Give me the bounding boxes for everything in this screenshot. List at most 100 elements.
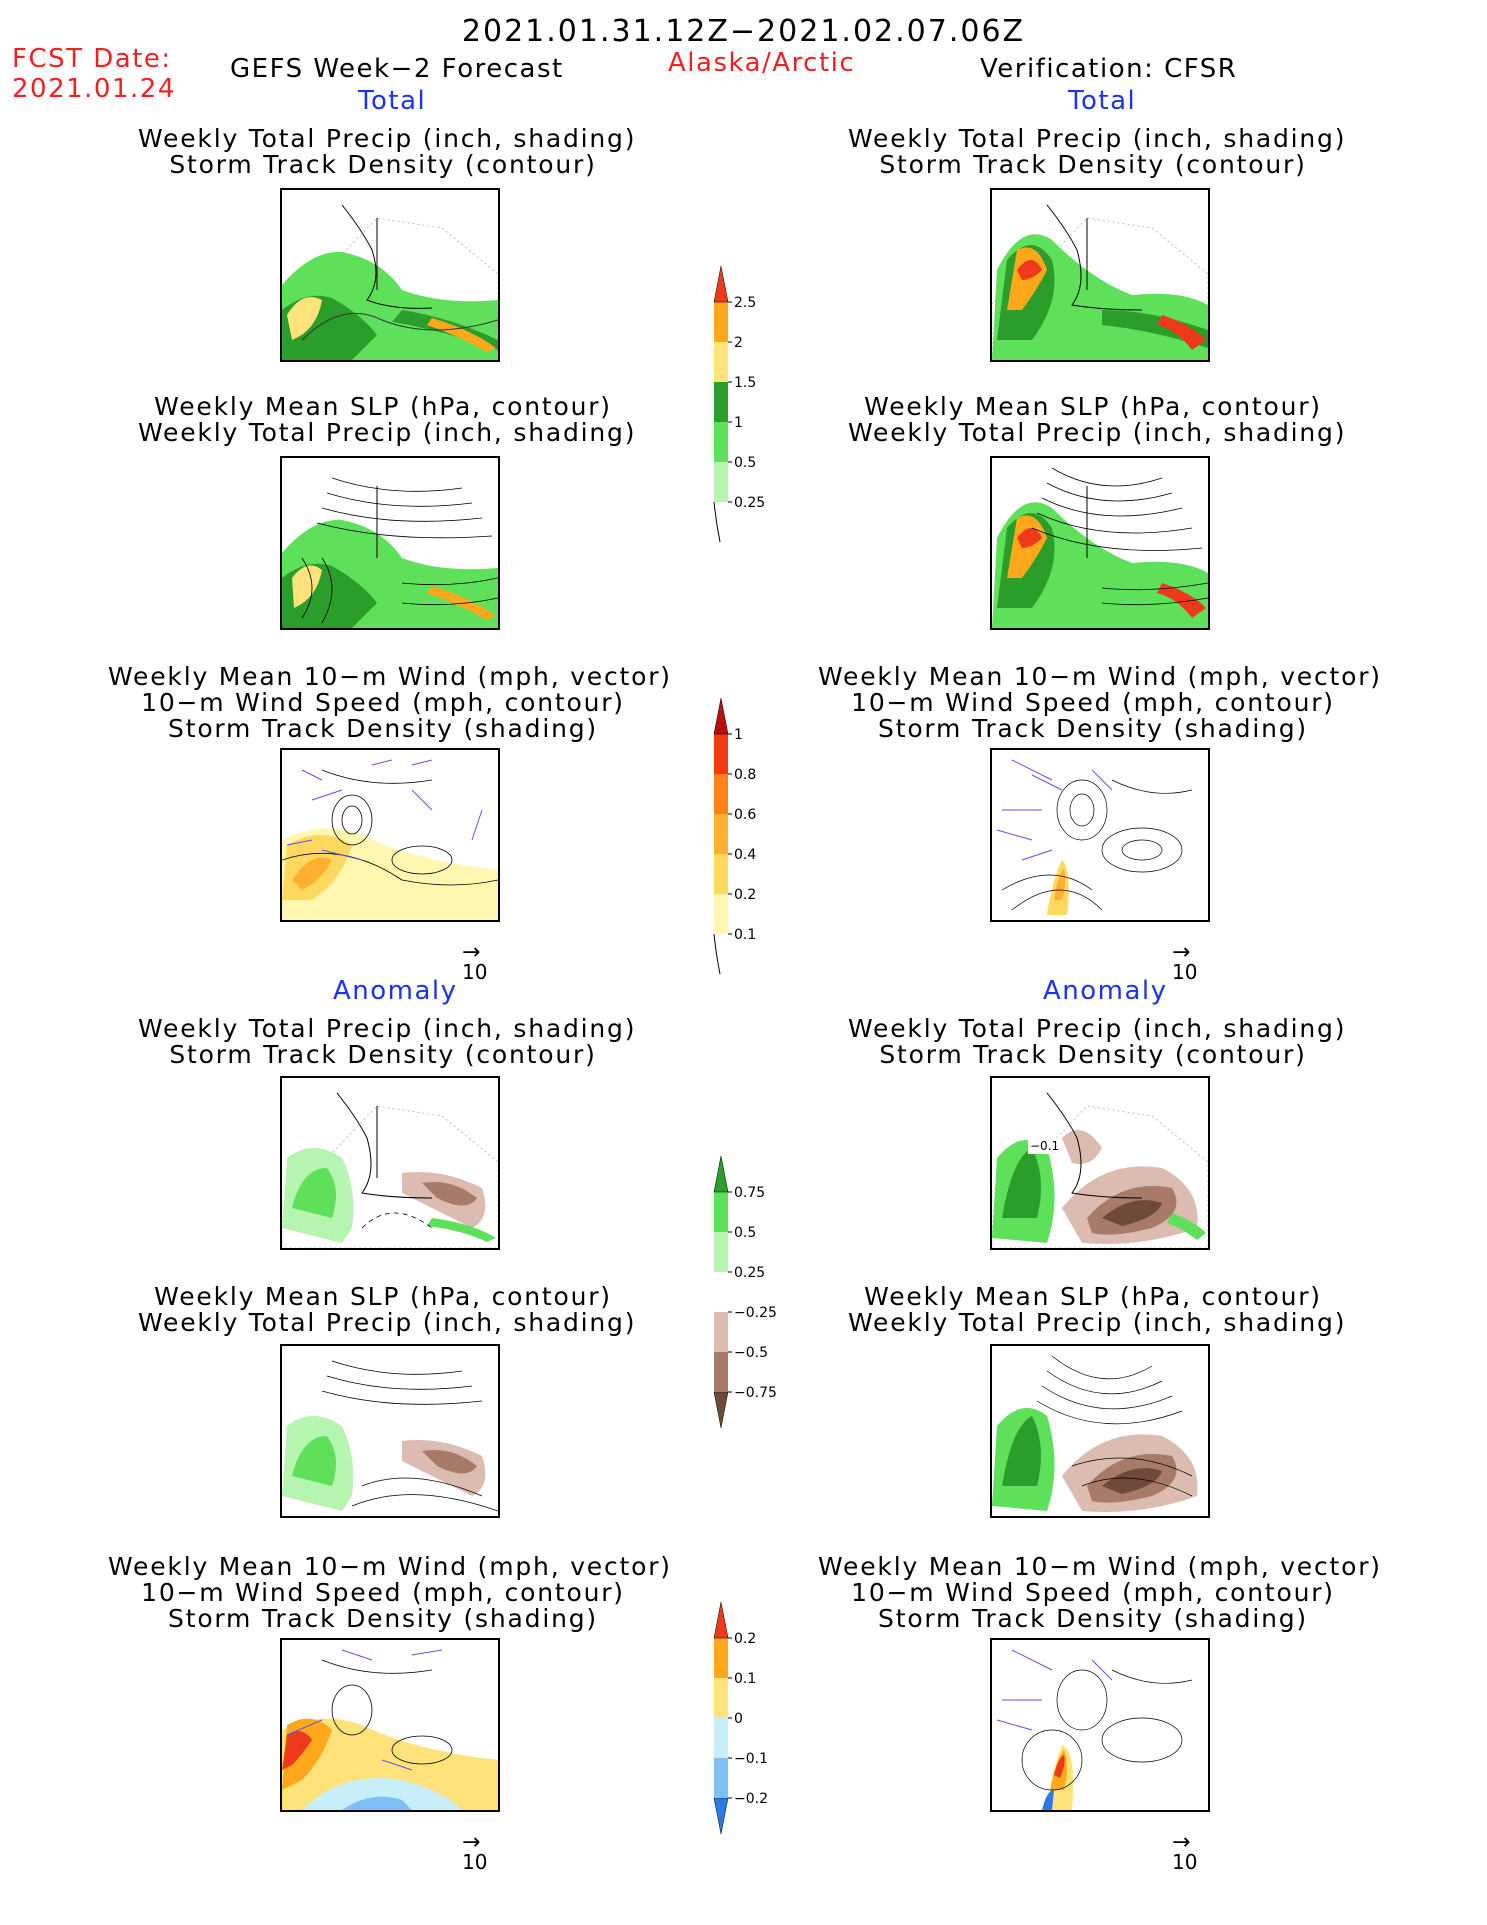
colorbar-tick-label: −0.5	[734, 1345, 768, 1361]
title-line: Storm Track Density (shading)	[168, 1604, 598, 1633]
arrow-right-icon: →	[1172, 940, 1191, 965]
colorbar-box	[714, 422, 728, 462]
title-line: Weekly Mean SLP (hPa, contour)	[864, 1282, 1322, 1311]
colorbar-box	[714, 1638, 728, 1678]
colorbar-box	[714, 1758, 728, 1798]
title-line: Weekly Total Precip (inch, shading)	[138, 124, 637, 153]
colorbar-tick-label: −0.1	[734, 1751, 768, 1767]
colorbar-svg: 0.25 0.5 1 1.5 2 2.5	[713, 265, 765, 543]
colorbar-tick-label: 2.5	[734, 295, 756, 311]
map-anom-slp-cfsr	[990, 1344, 1210, 1518]
panel-title-wind-track-r2: Weekly Mean 10−m Wind (mph, vector) 10−m…	[818, 1552, 1382, 1633]
title-line: Weekly Total Precip (inch, shading)	[138, 418, 637, 447]
title-line: Weekly Mean 10−m Wind (mph, vector)	[818, 1552, 1382, 1581]
colorbar-tick-label: −0.2	[734, 1791, 768, 1807]
colorbar-box	[714, 774, 728, 814]
title-line: Weekly Total Precip (inch, shading)	[848, 124, 1347, 153]
section-anomaly-left: Anomaly	[333, 976, 458, 1006]
colorbar-tick-label: 0	[734, 1711, 743, 1727]
title-line: Storm Track Density (shading)	[878, 1604, 1308, 1633]
colorbar-tick-label: 2	[734, 335, 743, 351]
colorbar-arrow-top	[713, 265, 729, 303]
title-line: Weekly Mean 10−m Wind (mph, vector)	[108, 1552, 672, 1581]
colorbar-tick-label: 0.8	[734, 767, 756, 783]
panel-title-slp-precip-r2: Weekly Mean SLP (hPa, contour) Weekly To…	[848, 1282, 1347, 1337]
colorbar-svg: 0.1 0.2 0.4 0.6 0.8 1	[713, 697, 756, 975]
colorbar-tick-label: 1	[734, 727, 743, 743]
colorbar-tick-label: 0.5	[734, 455, 756, 471]
colorbar-box	[714, 1312, 728, 1352]
colorbar-box	[714, 1718, 728, 1758]
colorbar-box	[714, 1232, 728, 1272]
map-anom-slp-gefs	[280, 1344, 500, 1518]
panel-title-precip-track-r1: Weekly Total Precip (inch, shading) Stor…	[848, 124, 1347, 179]
map-anom-wind-gefs	[280, 1638, 500, 1812]
title-line: 10−m Wind Speed (mph, contour)	[141, 688, 625, 717]
colorbar-box	[714, 894, 728, 934]
colorbar-box	[714, 1272, 728, 1312]
colorbar-box	[714, 462, 728, 502]
colorbar-tick-label: 0.2	[734, 1631, 756, 1647]
vector-ref-r6l: → 10	[462, 1830, 488, 1875]
panel-title-wind-track-l1: Weekly Mean 10−m Wind (mph, vector) 10−m…	[108, 662, 672, 743]
title-line: Weekly Mean SLP (hPa, contour)	[154, 392, 612, 421]
section-total-right: Total	[1068, 86, 1137, 116]
title-line: Storm Track Density (contour)	[879, 1040, 1307, 1069]
verification-label: Verification: CFSR	[980, 54, 1238, 84]
title-line: Weekly Total Precip (inch, shading)	[138, 1308, 637, 1337]
colorbar-box	[714, 382, 728, 422]
title-line: Weekly Mean 10−m Wind (mph, vector)	[818, 662, 1382, 691]
vector-ref-r3r: → 10	[1172, 940, 1198, 985]
title-line: Storm Track Density (contour)	[879, 150, 1307, 179]
colorbar-tick-label: 0.2	[734, 887, 756, 903]
title-line: Weekly Mean 10−m Wind (mph, vector)	[108, 662, 672, 691]
panel-title-slp-precip-r1: Weekly Mean SLP (hPa, contour) Weekly To…	[848, 394, 1344, 446]
colorbar-tick-label: 0.6	[734, 807, 756, 823]
date-range-title: 2021.01.31.12Z−2021.02.07.06Z	[461, 14, 1026, 49]
colorbar-tick-label: 0.5	[734, 1225, 756, 1241]
colorbar-arrow-top	[713, 697, 729, 735]
colorbar-tick-label: 0.75	[734, 1185, 765, 1201]
colorbar-box	[714, 1678, 728, 1718]
arrow-right-icon: →	[462, 1830, 481, 1855]
map-total-wind-cfsr	[990, 748, 1210, 922]
map-total-wind-gefs	[280, 748, 500, 922]
map-anom-wind-cfsr	[990, 1638, 1210, 1812]
map-anom-precip-gefs	[280, 1076, 500, 1250]
title-line: Storm Track Density (shading)	[168, 714, 598, 743]
colorbar-box	[714, 734, 728, 774]
colorbar-track-total: 0.1 0.2 0.4 0.6 0.8 1	[713, 697, 794, 975]
panel-title-slp-precip-l1: Weekly Mean SLP (hPa, contour) Weekly To…	[138, 392, 637, 447]
vector-ref-label: 10	[462, 1850, 488, 1874]
colorbar-tick-label: 0.4	[734, 847, 756, 863]
title-line: Storm Track Density (shading)	[878, 714, 1308, 743]
colorbar-tick-label: 1	[734, 415, 743, 431]
vector-ref-label: 10	[462, 960, 488, 984]
title-line: Weekly Total Precip (inch, shading)	[138, 1014, 637, 1043]
panel-title-precip-track-l2: Weekly Total Precip (inch, shading) Stor…	[138, 1014, 637, 1068]
colorbar-tail	[713, 933, 721, 975]
colorbar-precip-total: 0.25 0.5 1 1.5 2 2.5	[713, 265, 794, 543]
title-line: 10−m Wind Speed (mph, contour)	[851, 1578, 1335, 1607]
colorbar-arrow-bottom	[713, 1391, 729, 1429]
vector-ref-label: 10	[1172, 960, 1198, 984]
colorbar-tick-label: −0.75	[734, 1385, 777, 1401]
forecast-label: GEFS Week−2 Forecast	[230, 54, 564, 84]
colorbar-box	[714, 1192, 728, 1232]
title-line: Weekly Mean SLP (hPa, contour)	[154, 1282, 612, 1311]
colorbar-box	[714, 1352, 728, 1392]
title-line: Weekly Total Precip (inch, shading)	[848, 1308, 1347, 1337]
colorbar-tick-label: 0.25	[734, 495, 765, 511]
title-line: Storm Track Density (contour)	[169, 150, 597, 179]
colorbar-tick-label: 1.5	[734, 375, 756, 391]
colorbar-box	[714, 302, 728, 342]
panel-title-wind-track-l2: Weekly Mean 10−m Wind (mph, vector) 10−m…	[108, 1552, 672, 1633]
title-line: 10−m Wind Speed (mph, contour)	[141, 1578, 625, 1607]
colorbar-tick-label: 0.25	[734, 1265, 765, 1281]
colorbar-precip-anom: −0.75 −0.5 −0.25 0.25 0.5 0.75	[713, 1155, 794, 1429]
vector-ref-r6r: → 10	[1172, 1832, 1197, 1875]
fcst-date-value: 2021.01.24	[12, 74, 176, 104]
fcst-date-label: FCST Date:	[12, 44, 172, 74]
colorbar-tick-label: −0.25	[734, 1305, 777, 1321]
colorbar-tick-label: 0.1	[734, 1671, 756, 1687]
